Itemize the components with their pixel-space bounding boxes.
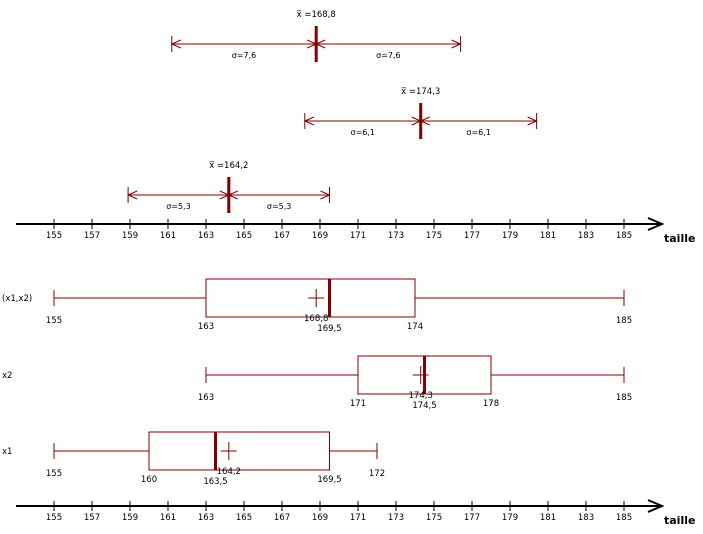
- boxplot-name: x1: [2, 447, 12, 457]
- sigma-label-right: σ=6,1: [466, 128, 491, 137]
- label-min: 155: [46, 469, 62, 479]
- axis-tick-label: 179: [502, 231, 518, 241]
- axis-tick-label: 181: [540, 513, 556, 523]
- axis-tick-label: 155: [46, 513, 62, 523]
- axis-title: taille: [664, 232, 695, 245]
- sigma-label-left: σ=5,3: [166, 202, 191, 211]
- label-q3: 174: [407, 322, 423, 332]
- boxplot-name: (x1,x2): [2, 294, 32, 304]
- axis-tick-label: 169: [312, 513, 328, 523]
- label-max: 185: [616, 316, 632, 326]
- axis-tick-label: 157: [84, 231, 100, 241]
- boxplot-name: x2: [2, 371, 12, 381]
- axis-tick-label: 159: [122, 231, 138, 241]
- label-q1: 160: [141, 475, 157, 485]
- axis-tick-label: 173: [388, 231, 404, 241]
- mean-label: x̅ =164,2: [209, 161, 249, 171]
- interval-mean-x1x2: x̅ =168,8 σ=7,6 σ=7,6: [171, 10, 462, 62]
- interval-mean-x2: x̅ =174,3 σ=6,1 σ=6,1: [304, 87, 538, 139]
- axis-tick-label: 177: [464, 513, 480, 523]
- axis-tick-label: 185: [616, 231, 632, 241]
- box-q1-q3: [205, 278, 416, 318]
- label-max: 185: [616, 393, 632, 403]
- axis-arrowhead-top: [647, 217, 665, 231]
- axis-tick-label: 161: [160, 231, 176, 241]
- interval-arrow-left: [303, 116, 315, 126]
- axis-tick-label: 183: [578, 231, 594, 241]
- box-q1-q3: [148, 431, 330, 471]
- axis-tick-label: 163: [198, 513, 214, 523]
- sigma-label-left: σ=7,6: [232, 51, 257, 60]
- axis-top: 155 157 159 161 163 165 167 169 171 173 175 177 179 1…: [16, 217, 695, 245]
- sigma-label-right: σ=7,6: [376, 51, 401, 60]
- axis-tick-label: 165: [236, 231, 252, 241]
- interval-arrow-mean-left: [314, 39, 326, 49]
- axis-tick-label: 175: [426, 231, 442, 241]
- label-median: 174,5: [412, 401, 436, 411]
- axis-tick-label: 183: [578, 513, 594, 523]
- label-min: 155: [46, 316, 62, 326]
- mean-label: x̅ =174,3: [401, 87, 441, 97]
- axis-tick-label: 175: [426, 513, 442, 523]
- axis-tick-label: 171: [350, 513, 366, 523]
- axis-tick-label: 173: [388, 513, 404, 523]
- axis-tick-label: 165: [236, 513, 252, 523]
- axis-tick-label: 159: [122, 513, 138, 523]
- axis-tick-label: 161: [160, 513, 176, 523]
- interval-arrow-left: [126, 190, 138, 200]
- axis-tick-label: 167: [274, 513, 290, 523]
- label-q3: 169,5: [317, 475, 341, 485]
- label-q1: 171: [350, 399, 366, 409]
- axis-tick-label: 155: [46, 231, 62, 241]
- sigma-label-right: σ=5,3: [267, 202, 292, 211]
- interval-arrow-mean-left: [227, 190, 239, 200]
- axis-tick-label: 157: [84, 513, 100, 523]
- label-max: 172: [369, 469, 385, 479]
- axis-tick-label: 163: [198, 231, 214, 241]
- mean-label: x̅ =168,8: [296, 10, 336, 20]
- axis-tick-label: 185: [616, 513, 632, 523]
- label-mean: 174,3: [409, 391, 433, 401]
- interval-arrow-left: [170, 39, 182, 49]
- label-min: 163: [198, 393, 214, 403]
- label-q3: 178: [483, 399, 499, 409]
- axis-tick-label: 169: [312, 231, 328, 241]
- axis-tick-label: 177: [464, 231, 480, 241]
- label-mean: 164,2: [217, 467, 241, 477]
- label-median: 169,5: [317, 324, 341, 334]
- label-q1: 163: [198, 322, 214, 332]
- interval-arrow-right: [320, 190, 331, 200]
- label-mean: 168,8: [304, 314, 328, 324]
- sigma-label-left: σ=6,1: [351, 128, 376, 137]
- interval-arrow-right: [451, 39, 462, 49]
- label-median: 163,5: [203, 477, 227, 487]
- interval-arrow-mean-left: [419, 116, 430, 126]
- axis-title: taille: [664, 514, 695, 527]
- interval-arrow-right: [527, 116, 538, 126]
- axis-tick-label: 167: [274, 231, 290, 241]
- axis-tick-label: 171: [350, 231, 366, 241]
- axis-arrowhead-bottom: [647, 499, 665, 513]
- axis-tick-label: 179: [502, 513, 518, 523]
- axis-bottom: 155 157 159 161 163 165 167 169 171 173 175 177 179 1…: [16, 499, 695, 527]
- interval-mean-x1: x̅ =164,2 σ=5,3 σ=5,3: [127, 161, 330, 213]
- axis-tick-label: 181: [540, 231, 556, 241]
